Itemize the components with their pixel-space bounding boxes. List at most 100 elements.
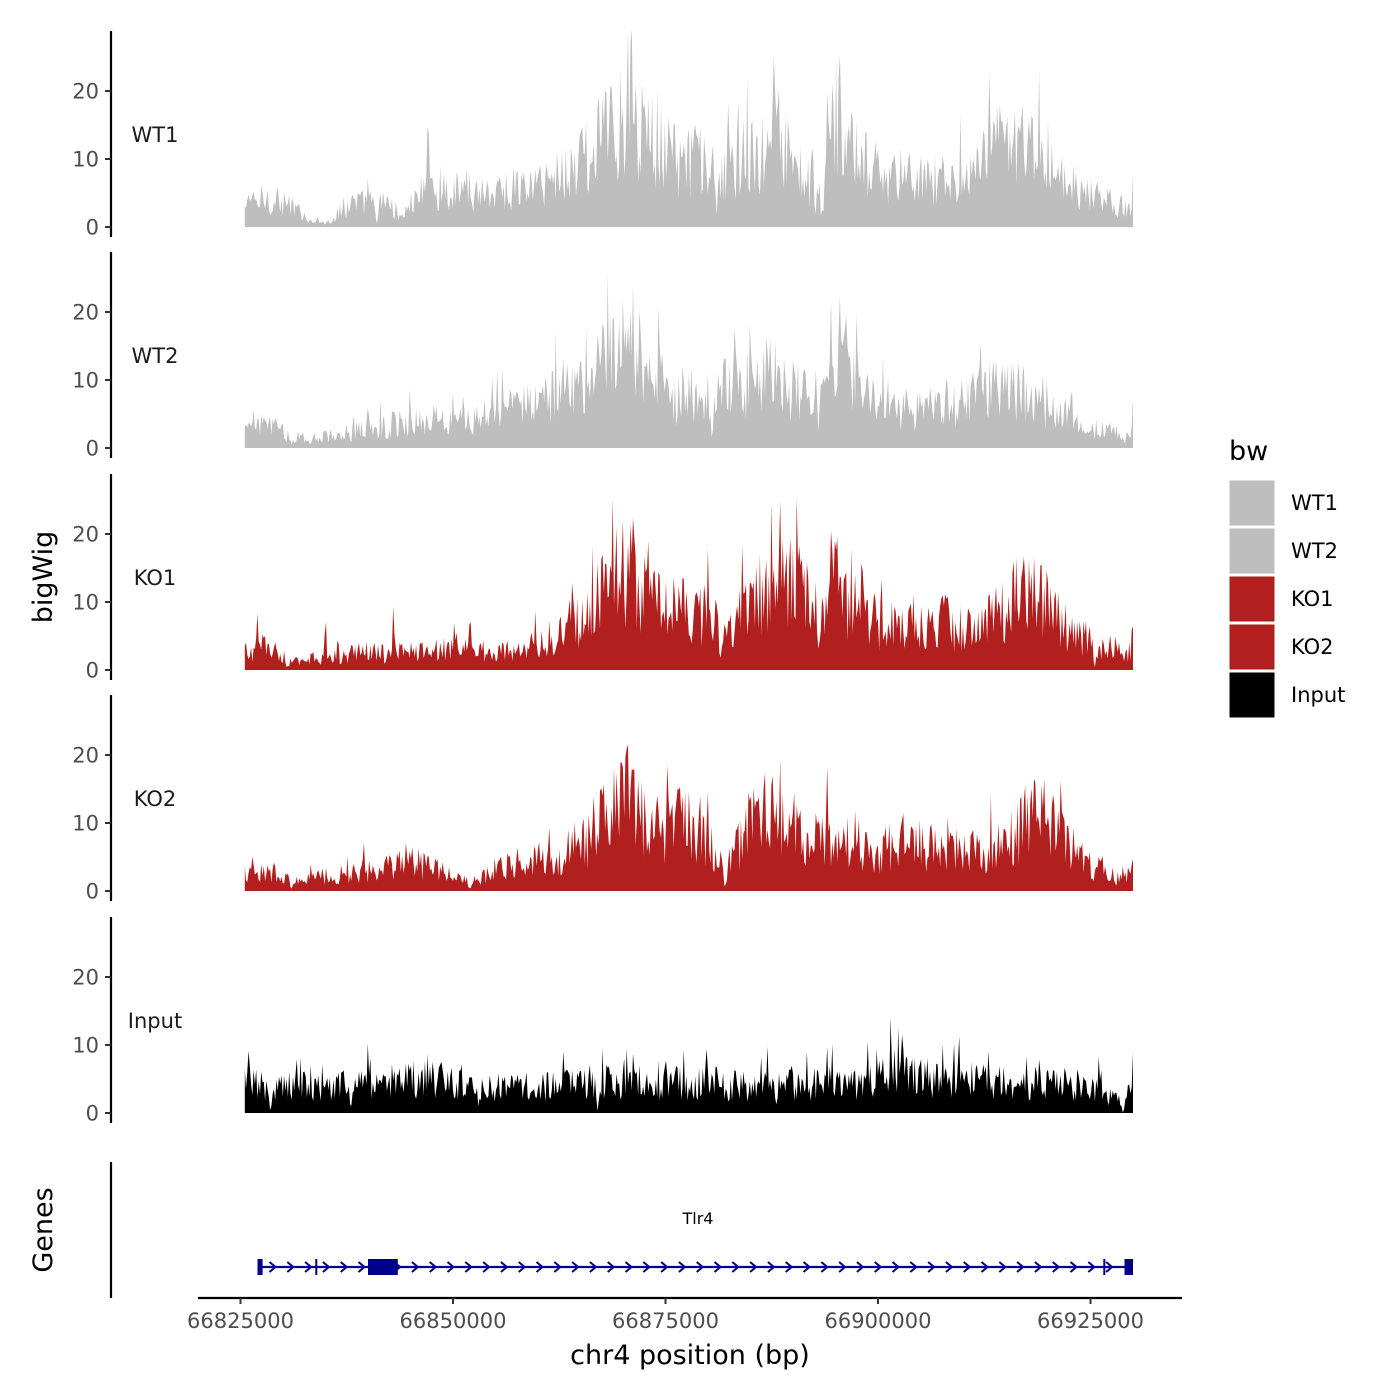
- y-tick-label: 0: [86, 880, 99, 904]
- x-tick-label: 66875000: [612, 1309, 719, 1333]
- coverage-area-ko1: [244, 497, 1134, 670]
- coverage-area-wt1: [244, 29, 1134, 227]
- strand-arrow: [464, 1261, 473, 1273]
- strand-arrow: [998, 1261, 1007, 1273]
- gene-model-tlr4: [257, 1259, 1133, 1275]
- track-input: 0 10 20 Input: [72, 917, 1134, 1126]
- strand-arrow: [1087, 1261, 1096, 1273]
- strand-arrow: [856, 1261, 865, 1273]
- strand-arrow: [909, 1261, 918, 1273]
- legend: bw WT1 WT2 KO1 KO2 Input: [1228, 436, 1345, 719]
- coverage-area-ko2: [244, 744, 1134, 891]
- legend-swatch-wt2: [1228, 527, 1276, 575]
- strand-arrow: [286, 1261, 295, 1273]
- legend-label-wt2: WT2: [1291, 539, 1338, 563]
- strand-arrow: [838, 1261, 847, 1273]
- strand-arrow: [1069, 1261, 1079, 1273]
- y-tick-label: 20: [72, 301, 99, 325]
- y-tick-label: 10: [72, 148, 99, 172]
- strand-arrow: [624, 1261, 634, 1273]
- legend-label-ko1: KO1: [1291, 587, 1334, 611]
- legend-swatch-ko1: [1228, 575, 1276, 623]
- strand-arrow: [322, 1261, 331, 1273]
- strand-arrow: [980, 1261, 990, 1273]
- y-tick-label: 20: [72, 966, 99, 990]
- legend-label-ko2: KO2: [1291, 635, 1334, 659]
- strand-arrow: [713, 1261, 723, 1273]
- strand-arrow: [571, 1261, 580, 1273]
- legend-swatch-input: [1228, 671, 1276, 719]
- strand-arrow: [945, 1261, 954, 1273]
- strand-arrow: [963, 1261, 972, 1273]
- strand-arrow: [731, 1261, 740, 1273]
- strand-arrow: [927, 1261, 936, 1273]
- x-tick-label: 66925000: [1037, 1309, 1144, 1333]
- gene-exon: [1103, 1259, 1106, 1275]
- strand-arrow: [802, 1261, 812, 1273]
- strand-arrow: [446, 1261, 456, 1273]
- strand-arrow: [642, 1261, 651, 1273]
- strand-arrow: [304, 1261, 313, 1273]
- strand-arrow: [696, 1261, 705, 1273]
- y-tick-label: 10: [72, 369, 99, 393]
- coverage-area-input: [244, 1017, 1134, 1113]
- strand-arrow: [607, 1261, 616, 1273]
- track-label-wt2: WT2: [132, 344, 179, 368]
- legend-label-wt1: WT1: [1291, 491, 1338, 515]
- strand-arrow: [340, 1261, 349, 1273]
- x-tick-label: 66825000: [187, 1309, 294, 1333]
- strand-arrow: [767, 1261, 776, 1273]
- gene-label-tlr4: Tlr4: [682, 1209, 714, 1228]
- strand-arrow: [678, 1261, 687, 1273]
- strand-arrow: [1105, 1261, 1114, 1273]
- track-ko2: 0 10 20 KO2: [72, 695, 1134, 904]
- strand-arrow: [518, 1261, 527, 1273]
- coverage-area-wt2: [244, 272, 1134, 448]
- y-tick-label: 10: [72, 591, 99, 615]
- strand-arrow: [553, 1261, 562, 1273]
- y-axis-title: bigWig: [28, 531, 59, 624]
- legend-label-input: Input: [1291, 683, 1345, 707]
- y-tick-label: 0: [86, 659, 99, 683]
- track-label-wt1: WT1: [132, 123, 179, 147]
- strand-arrow: [482, 1261, 491, 1273]
- genes-track-label: Genes: [28, 1187, 59, 1272]
- strand-arrow: [891, 1261, 901, 1273]
- y-tick-label: 20: [72, 523, 99, 547]
- track-wt2: 0 10 20 WT2: [72, 252, 1134, 461]
- strand-arrow: [268, 1261, 278, 1273]
- track-label-ko2: KO2: [134, 787, 177, 811]
- y-tick-label: 20: [72, 744, 99, 768]
- strand-arrow: [1052, 1261, 1061, 1273]
- gene-exon: [368, 1259, 398, 1275]
- x-axis-title: chr4 position (bp): [570, 1340, 810, 1371]
- legend-title: bw: [1229, 436, 1268, 467]
- strand-arrow: [749, 1261, 758, 1273]
- x-tick-label: 66850000: [400, 1309, 507, 1333]
- y-tick-label: 10: [72, 812, 99, 836]
- y-tick-label: 20: [72, 80, 99, 104]
- legend-swatch-wt1: [1228, 479, 1276, 527]
- strand-arrow: [411, 1261, 420, 1273]
- gene-exon: [1124, 1259, 1133, 1275]
- strand-arrow: [660, 1261, 669, 1273]
- strand-arrow: [535, 1261, 545, 1273]
- track-label-input: Input: [128, 1009, 182, 1033]
- strand-arrow: [500, 1261, 509, 1273]
- y-tick-label: 0: [86, 437, 99, 461]
- strand-arrow: [820, 1261, 829, 1273]
- x-tick-label: 66900000: [825, 1309, 932, 1333]
- gene-exon: [315, 1259, 318, 1275]
- strand-arrow: [1016, 1261, 1025, 1273]
- strand-arrow: [1034, 1261, 1043, 1273]
- strand-arrow: [874, 1261, 883, 1273]
- y-tick-label: 0: [86, 1102, 99, 1126]
- strand-arrow: [785, 1261, 794, 1273]
- x-axis: 66825000 66850000 66875000 66900000 66925000…: [187, 1296, 1182, 1371]
- track-wt1: 0 10 20 WT1: [72, 29, 1134, 240]
- track-label-ko1: KO1: [134, 566, 177, 590]
- gene-exon: [257, 1259, 263, 1275]
- strand-arrow: [357, 1261, 367, 1273]
- genes-track: Genes Tlr4: [28, 1162, 1133, 1298]
